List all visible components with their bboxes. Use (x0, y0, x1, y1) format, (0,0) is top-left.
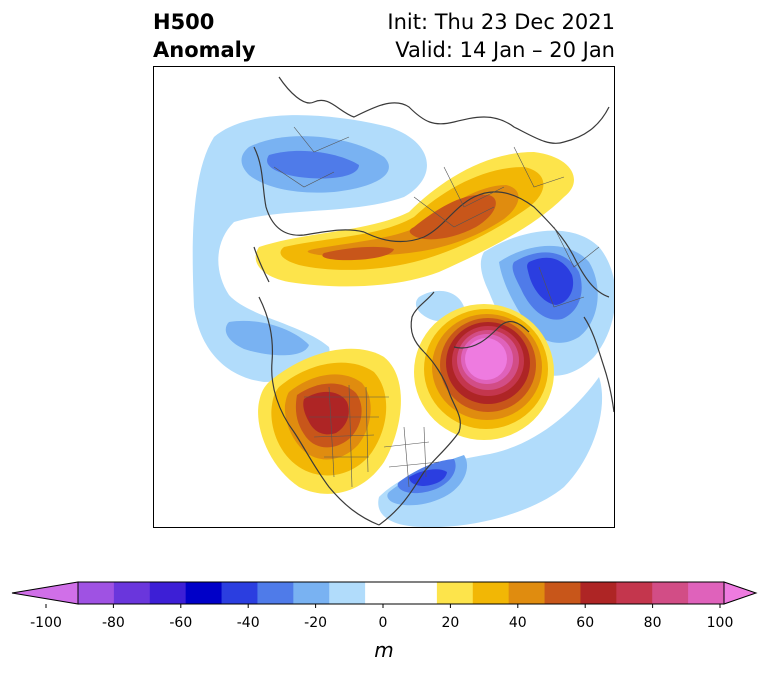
colorbar-bin (221, 582, 258, 604)
colorbar-tick-label: 60 (576, 615, 594, 631)
title-left: H500 Anomaly (153, 8, 256, 64)
colorbar-tick-label: 40 (509, 615, 527, 631)
field-label: Anomaly (153, 38, 256, 62)
colorbar-extend-min (11, 581, 79, 605)
colorbar-bin (401, 582, 438, 604)
political-borders (273, 126, 600, 488)
colorbar-tick-label: 0 (379, 615, 388, 631)
colorbar-bin (472, 582, 510, 604)
colorbar-tick-label: -20 (304, 615, 327, 631)
colorbar-ticks: -100 -80 -60 -40 -20 0 20 40 60 80 100 (30, 604, 733, 631)
valid-label: Valid: 14 Jan – 20 Jan (395, 38, 615, 62)
colorbar-bin (365, 582, 402, 604)
coastlines (253, 76, 614, 526)
colorbar-tick-label: -60 (169, 615, 192, 631)
colorbar-tick-label: 100 (707, 615, 734, 631)
colorbar-bin (544, 582, 581, 604)
colorbar-bin (257, 582, 294, 604)
colorbar-bin (580, 582, 617, 604)
init-label: Init: Thu 23 Dec 2021 (387, 10, 615, 34)
north-pacific-negative-anomaly (192, 115, 427, 382)
colorbar-bin (149, 582, 187, 604)
colorbar-bin (688, 582, 725, 604)
colorbar-tick-label: -40 (237, 615, 260, 631)
colorbar-unit: m (374, 638, 393, 662)
colorbar-bin (78, 582, 115, 604)
colorbar-tick-label: -80 (102, 615, 125, 631)
colorbar-bins (11, 581, 758, 605)
colorbar-bin (436, 582, 474, 604)
colorbar-bin (113, 582, 151, 604)
colorbar-svg: -100 -80 -60 -40 -20 0 20 40 60 80 100 m (11, 581, 758, 662)
colorbar-bin (329, 582, 366, 604)
variable-label: H500 (153, 10, 215, 34)
anomaly-map (153, 66, 615, 528)
colorbar-tick-label: -100 (30, 615, 62, 631)
colorbar-tick-label: 80 (644, 615, 662, 631)
colorbar-bin (508, 582, 546, 604)
colorbar-bin (616, 582, 653, 604)
north-atlantic-strong-positive-ridge (414, 304, 554, 440)
colorbar-bin (185, 582, 223, 604)
colorbar-extend-max (723, 581, 758, 605)
colorbar-bin (293, 582, 330, 604)
colorbar-bin (652, 582, 689, 604)
colorbar-outline (77, 581, 725, 605)
eastern-us-negative-trough (378, 377, 602, 527)
title-right: Init: Thu 23 Dec 2021 Valid: 14 Jan – 20… (387, 8, 615, 64)
colorbar-tick-label: 20 (441, 615, 459, 631)
colorbar: -100 -80 -60 -40 -20 0 20 40 60 80 100 m (10, 580, 758, 670)
